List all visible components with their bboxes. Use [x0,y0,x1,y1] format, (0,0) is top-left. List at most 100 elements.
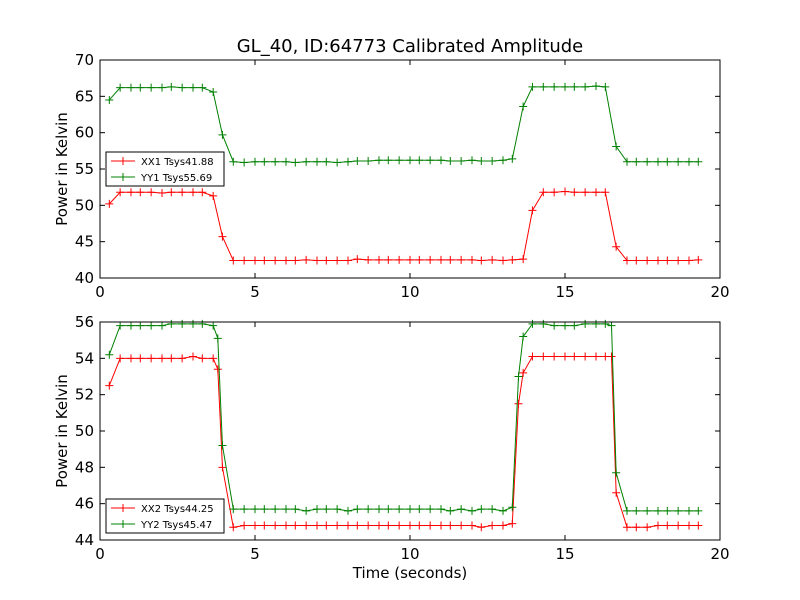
data-point [426,505,435,514]
data-point [415,255,424,264]
data-point [514,399,523,408]
data-point [612,488,621,497]
data-point [282,521,290,530]
data-point [561,352,569,361]
data-point [528,206,537,215]
data-point [508,503,517,512]
y-tick-label: 44 [75,531,94,549]
data-point [581,352,590,361]
data-point [147,188,156,197]
data-point [240,521,249,530]
data-point [198,319,207,328]
data-point [395,156,404,165]
data-point [322,505,331,514]
data-point [251,505,259,514]
data-point [477,157,486,166]
data-point [105,199,114,208]
data-point [313,256,321,265]
data-point [384,255,393,264]
data-point [581,188,590,197]
data-point [158,354,166,363]
data-point [592,352,600,361]
data-point [322,157,331,166]
data-point [643,523,652,532]
y-tick-label: 55 [75,160,94,178]
data-point [623,256,631,265]
data-point [302,157,311,166]
data-point [105,95,114,104]
data-point [302,521,311,530]
data-point [240,256,249,265]
legend-label: XX1 Tsys41.88 [141,157,214,168]
data-point [632,256,641,265]
data-point [415,505,424,514]
data-point [426,255,435,264]
data-point [105,350,114,359]
data-point [271,521,280,530]
x-tick-label: 10 [400,283,419,301]
data-point [446,157,455,166]
x-tick-label: 20 [710,545,729,563]
data-point [291,521,300,530]
data-point [189,83,197,92]
data-point [116,83,125,92]
x-tick-label: 0 [95,545,105,563]
legend-label: YY2 Tsys45.47 [140,520,212,531]
data-point [663,256,672,265]
data-point [218,130,227,139]
y-tick-label: 56 [75,313,94,331]
data-point [437,156,445,165]
data-point [178,354,187,363]
data-point [291,256,300,265]
data-point [654,506,662,515]
data-point [457,255,466,264]
data-point [632,523,641,532]
y-tick-label: 50 [75,422,94,440]
data-point [477,523,486,532]
legend-marker [119,504,127,512]
data-point [353,157,362,166]
data-point [488,157,497,166]
data-point [218,232,227,241]
data-point [384,521,393,530]
data-point [282,157,290,166]
data-point [147,321,156,330]
data-point [375,156,383,165]
data-point [519,255,528,264]
axes-frame [99,59,721,279]
data-point [601,319,610,328]
data-point [654,521,662,530]
data-point [519,332,528,341]
data-point [209,191,218,200]
data-point [395,505,404,514]
data-point [344,256,352,265]
data-point [643,506,652,515]
y-tick-label: 52 [75,386,94,404]
y-tick-label: 40 [75,269,94,287]
data-point [508,519,517,528]
data-point [136,83,145,92]
data-point [213,365,222,374]
data-point [167,319,176,328]
y-tick-label: 70 [75,51,94,69]
data-point [127,354,135,363]
data-point [592,319,600,328]
y-axis-label: Power in Kelvin [53,374,71,488]
data-point [685,256,693,265]
data-point [607,352,616,361]
data-point [623,523,631,532]
data-point [539,82,548,91]
data-point [550,82,559,91]
data-point [260,521,269,530]
data-point [375,521,383,530]
data-point [694,506,703,515]
data-point [581,82,590,91]
data-point [694,255,703,264]
data-point [674,256,683,265]
data-point [550,188,559,197]
y-tick-label: 60 [75,124,94,142]
data-point [178,319,187,328]
data-point [499,506,507,515]
y-tick-label: 48 [75,458,94,476]
